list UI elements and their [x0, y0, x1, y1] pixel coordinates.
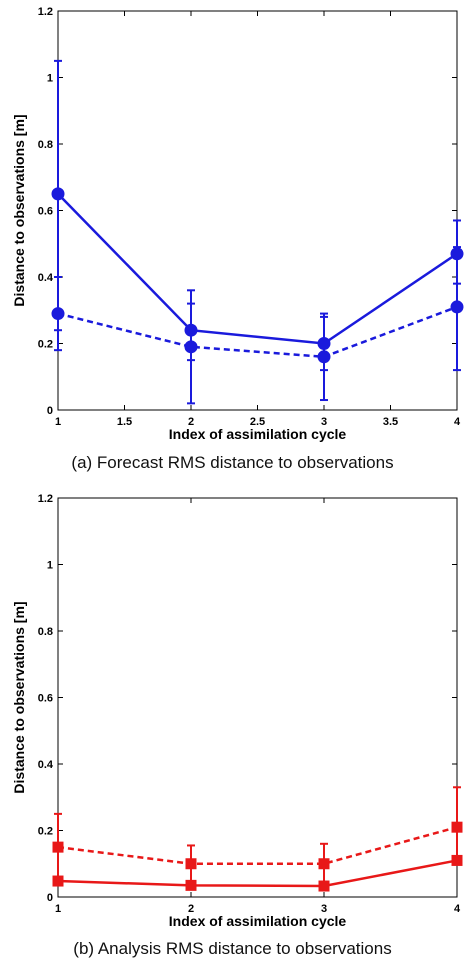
chart-panel-forecast: 0 0.2 0.4 0.6 0.8 1 1.2 1 1.5 2 2.5 3 3.5 4 Index of a…: [11, 6, 464, 472]
x-tick-label: 3.5: [383, 416, 398, 428]
data-point: [318, 858, 330, 870]
y-tick-label: 1: [47, 73, 53, 85]
series-dashed: [52, 786, 463, 885]
series-solid: [51, 59, 464, 372]
series-line: [57, 859, 458, 888]
y-axis-label: Distance to observations [m]: [11, 114, 27, 306]
caption-analysis: (b) Analysis RMS distance to observation…: [73, 939, 392, 958]
x-tick-label: 3: [321, 903, 327, 915]
y-tick-label: 1: [47, 560, 53, 572]
y-tick-label: 1.2: [38, 6, 53, 18]
x-axis-label: Index of assimilation cycle: [169, 913, 347, 929]
y-tick-label: 0.4: [38, 272, 54, 284]
plot-frame: [57, 497, 458, 898]
y-tick-label: 0.4: [38, 759, 54, 771]
x-tick-label: 3: [321, 416, 327, 428]
data-point: [185, 858, 197, 870]
data-point: [51, 307, 65, 321]
x-tick-label: 1: [55, 416, 61, 428]
y-tick-label: 1.2: [38, 493, 53, 505]
data-point: [51, 187, 65, 201]
y-tick-label: 0.2: [38, 339, 53, 351]
data-point: [450, 300, 464, 314]
data-point: [317, 350, 331, 364]
data-point: [185, 879, 197, 891]
analysis-chart: 0 0.2 0.4 0.6 0.8 1 1.2 1 2 3 4 Index of assimilati…: [11, 493, 463, 929]
series-line: [57, 825, 458, 865]
series-solid: [52, 854, 463, 892]
series-line: [57, 193, 458, 345]
data-point: [184, 340, 198, 354]
data-point: [52, 841, 64, 853]
data-point: [451, 821, 463, 833]
caption-forecast: (a) Forecast RMS distance to observation…: [71, 453, 394, 472]
x-tick-label: 2: [188, 416, 194, 428]
x-tick-label: 4: [454, 416, 461, 428]
x-tick-label: 4: [454, 903, 461, 915]
x-tick-label: 1.5: [117, 416, 132, 428]
y-tick-label: 0.6: [38, 693, 53, 705]
forecast-chart: 0 0.2 0.4 0.6 0.8 1 1.2 1 1.5 2 2.5 3 3.5 4 Index of a…: [11, 6, 464, 442]
x-axis-label: Index of assimilation cycle: [169, 426, 347, 442]
series-line: [57, 305, 458, 359]
y-tick-label: 0: [47, 892, 53, 904]
y-tick-label: 0.2: [38, 826, 53, 838]
data-point: [318, 880, 330, 892]
x-tick-label: 2: [188, 903, 194, 915]
y-tick-label: 0.6: [38, 206, 53, 218]
y-tick-label: 0.8: [38, 139, 53, 151]
y-tick-label: 0: [47, 405, 53, 417]
chart-panel-analysis: 0 0.2 0.4 0.6 0.8 1 1.2 1 2 3 4 Index of assimilati…: [0, 487, 465, 974]
x-tick-label: 2.5: [250, 416, 265, 428]
plot-frame: [57, 10, 458, 411]
series-dashed: [51, 246, 464, 405]
y-axis-label: Distance to observations [m]: [11, 601, 27, 793]
x-tick-label: 1: [55, 903, 61, 915]
y-tick-label: 0.8: [38, 626, 53, 638]
